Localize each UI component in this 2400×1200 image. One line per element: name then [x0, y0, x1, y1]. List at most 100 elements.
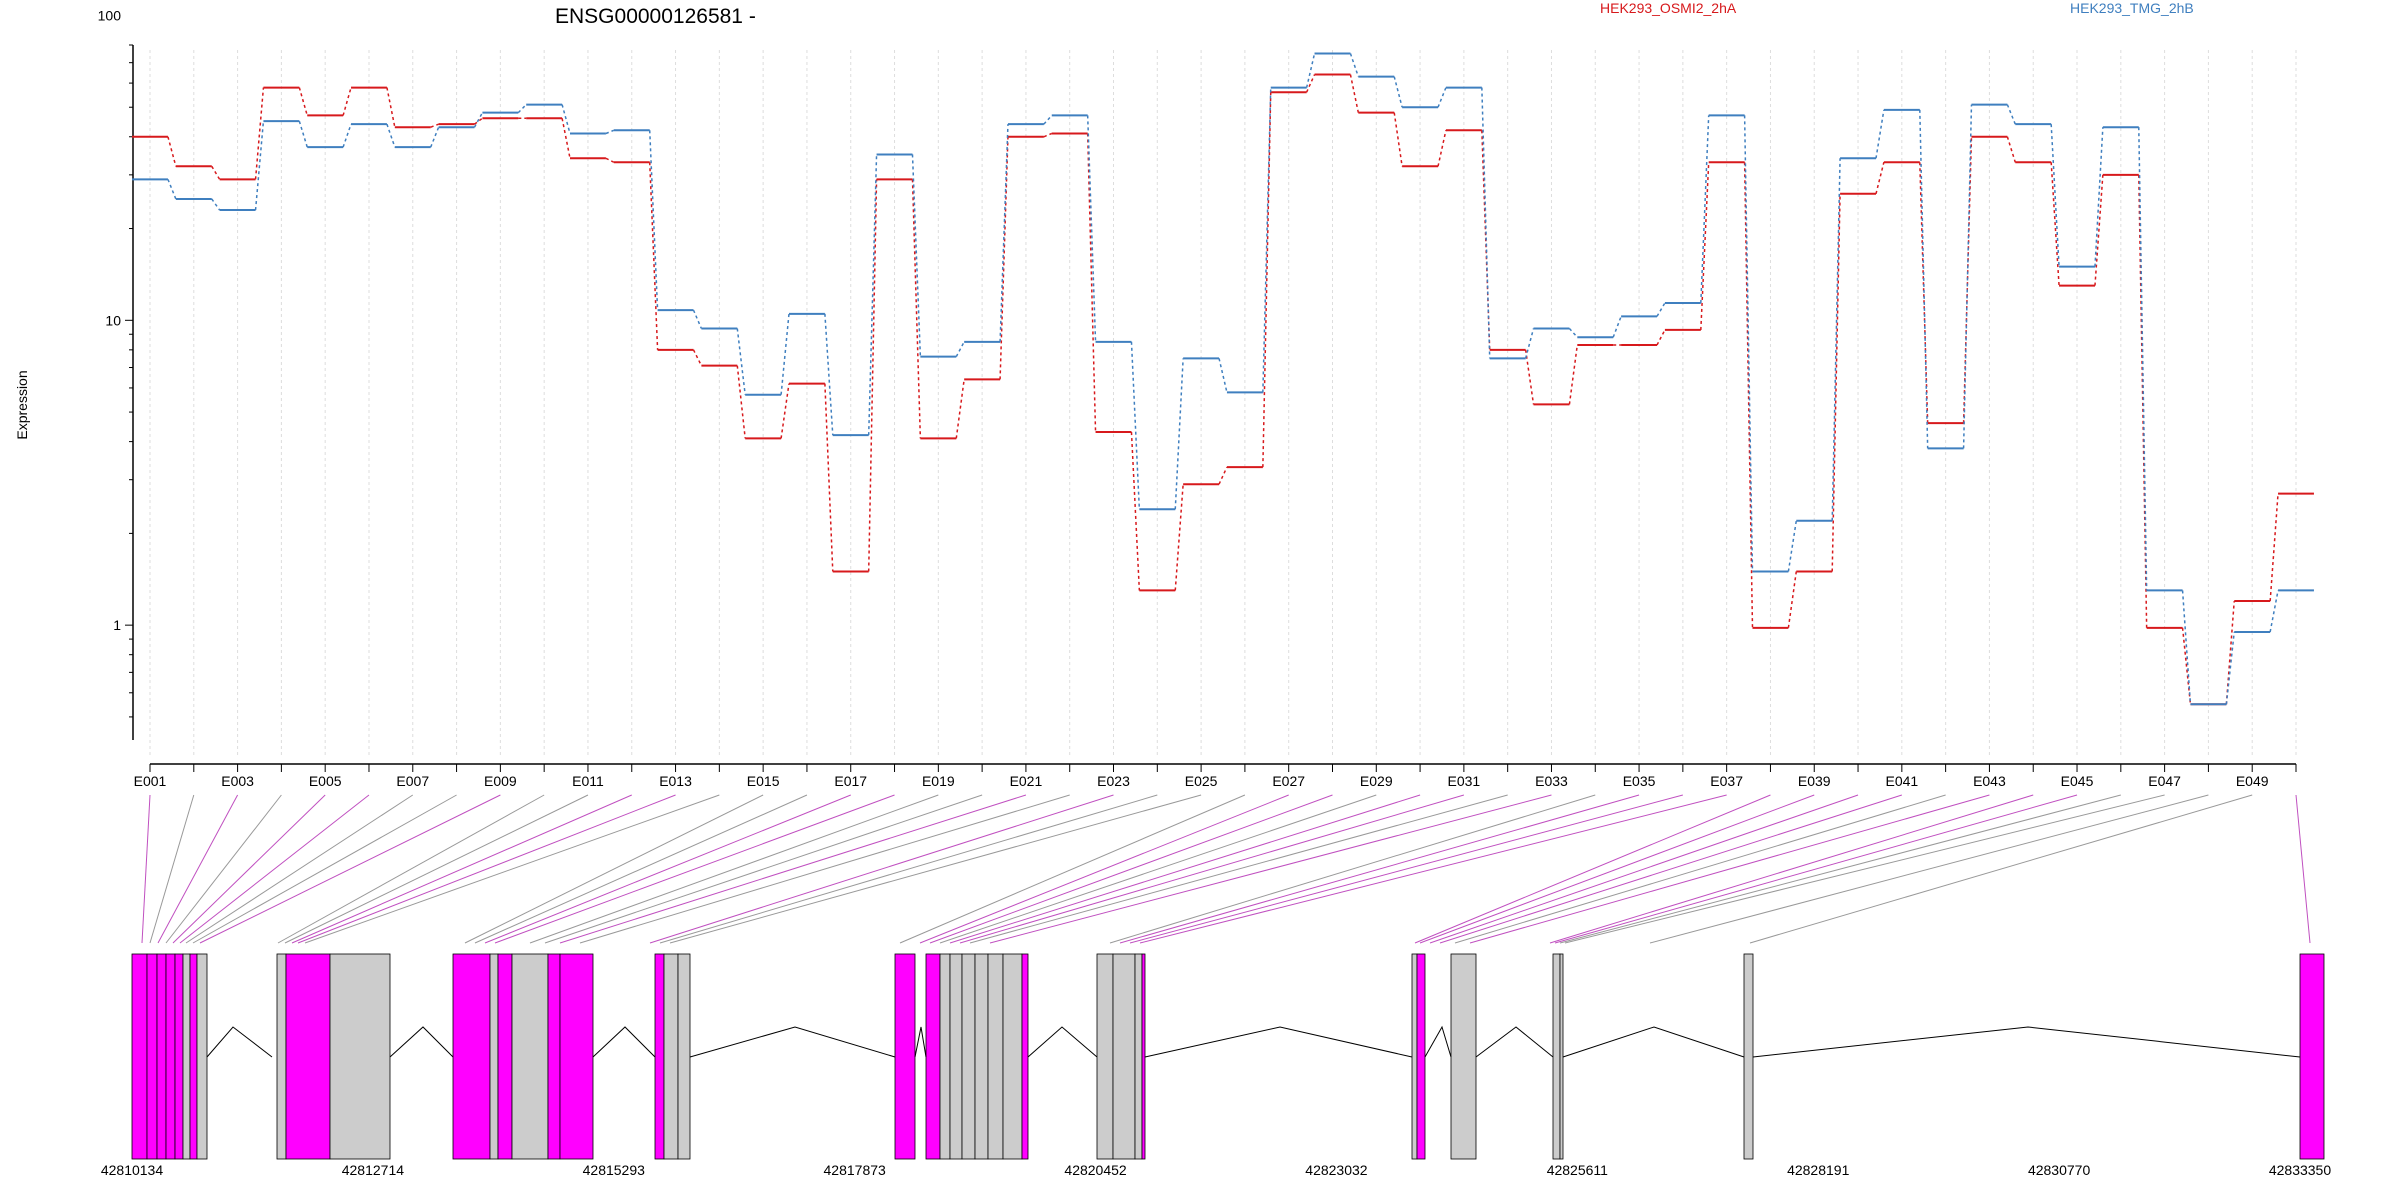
exon	[1021, 953, 1029, 1160]
x-tick-label: E047	[2148, 773, 2181, 789]
series-connector	[1262, 92, 1272, 468]
exon-connector	[929, 794, 1333, 944]
x-tick-label: E031	[1448, 773, 1481, 789]
series-connector	[298, 87, 308, 116]
exon-connector	[1549, 794, 2034, 944]
exon	[1112, 953, 1136, 1160]
exon	[489, 953, 499, 1160]
series-connector	[824, 383, 834, 572]
intron	[1144, 1026, 1413, 1058]
exon-connector	[1554, 794, 2078, 944]
exon-connector	[1649, 794, 2209, 944]
exon-connector	[1139, 794, 1727, 944]
exon-connector	[297, 794, 676, 944]
x-tick-label: E015	[747, 773, 780, 789]
series-connector	[430, 126, 440, 148]
series-connector	[867, 179, 878, 572]
genomic-coordinate-labels: 42810134 42812714 42815293 42817873 42820452…	[101, 1162, 2332, 1178]
series-connector	[1612, 316, 1622, 338]
intron	[1562, 1026, 1745, 1058]
series-connector	[1787, 520, 1798, 572]
series-connector	[1043, 132, 1053, 138]
series-connector	[999, 124, 1009, 342]
series-connector	[1568, 327, 1578, 338]
series-connector	[2225, 631, 2235, 705]
series-connector	[867, 154, 878, 436]
exon-connector	[149, 794, 195, 944]
exon-connector	[1414, 794, 1771, 944]
series-connector	[298, 120, 308, 148]
series-2	[132, 52, 2314, 706]
exon-connector	[157, 794, 239, 944]
exon	[987, 953, 1004, 1160]
coordinate-label: 42823032	[1305, 1162, 1368, 1178]
x-tick-label: E049	[2236, 773, 2269, 789]
exon	[2299, 953, 2325, 1160]
exon-connector	[559, 794, 1027, 944]
series-connector	[342, 87, 352, 116]
exon-connector	[484, 794, 851, 944]
series-connector	[736, 365, 746, 439]
y-tick-label: 10	[105, 312, 121, 328]
exon	[961, 953, 976, 1160]
exon	[663, 953, 679, 1160]
exon	[677, 953, 691, 1160]
grid-lines	[149, 50, 2297, 755]
chart-title: ENSG00000126581 -	[555, 5, 756, 28]
exon-connector	[579, 794, 1070, 944]
exon	[285, 953, 331, 1160]
exon-connector	[199, 794, 501, 944]
x-tick-label: E025	[1185, 773, 1218, 789]
series-connector	[1437, 130, 1447, 167]
exon	[1411, 953, 1418, 1160]
exon	[156, 953, 167, 1160]
series-connector	[1174, 358, 1184, 510]
exon-connector-lines	[141, 794, 2311, 944]
exon-connector	[669, 794, 1202, 944]
exon	[165, 953, 176, 1160]
exon-connector	[277, 794, 545, 944]
series-connector	[736, 328, 746, 395]
series-connector	[2094, 174, 2104, 286]
series-connector	[386, 87, 396, 128]
exon-connector	[969, 794, 1508, 944]
exon	[1096, 953, 1114, 1160]
exon-connector	[185, 794, 414, 944]
exon-connector	[192, 794, 457, 944]
exon	[276, 953, 287, 1160]
exon-connector	[919, 794, 1289, 944]
series-connector	[692, 309, 703, 329]
exon-connector	[141, 794, 151, 944]
series-connector	[1700, 162, 1710, 330]
exon	[949, 953, 963, 1160]
exon-connector	[1439, 794, 1902, 944]
series-connector	[254, 121, 265, 211]
series-connector	[561, 104, 571, 134]
series-connector	[561, 118, 571, 159]
series-connector	[342, 123, 352, 148]
exon-connector	[1429, 794, 1859, 944]
exon	[182, 953, 191, 1160]
intron	[914, 1026, 927, 1058]
series-connector	[1743, 115, 1754, 572]
exon-connector	[959, 794, 1465, 944]
exon-connector	[494, 794, 895, 944]
x-tick-label: E029	[1360, 773, 1393, 789]
exon-connector	[291, 794, 632, 944]
exon	[939, 953, 951, 1160]
exon-connector	[529, 794, 939, 944]
coordinate-label: 42833350	[2269, 1162, 2332, 1178]
exon-connector	[304, 794, 720, 944]
intron	[689, 1026, 896, 1058]
series-connector	[1130, 341, 1141, 510]
exon	[1559, 953, 1564, 1160]
series-connector	[1305, 53, 1316, 88]
series-connector	[2181, 627, 2192, 705]
series-connector	[1656, 302, 1666, 317]
x-tick-label: E033	[1535, 773, 1568, 789]
coordinate-label: 42817873	[824, 1162, 887, 1178]
series-connector	[1349, 74, 1360, 113]
exon	[196, 953, 208, 1160]
exon-connector	[1129, 794, 1683, 944]
exon-connector	[1559, 794, 2121, 944]
